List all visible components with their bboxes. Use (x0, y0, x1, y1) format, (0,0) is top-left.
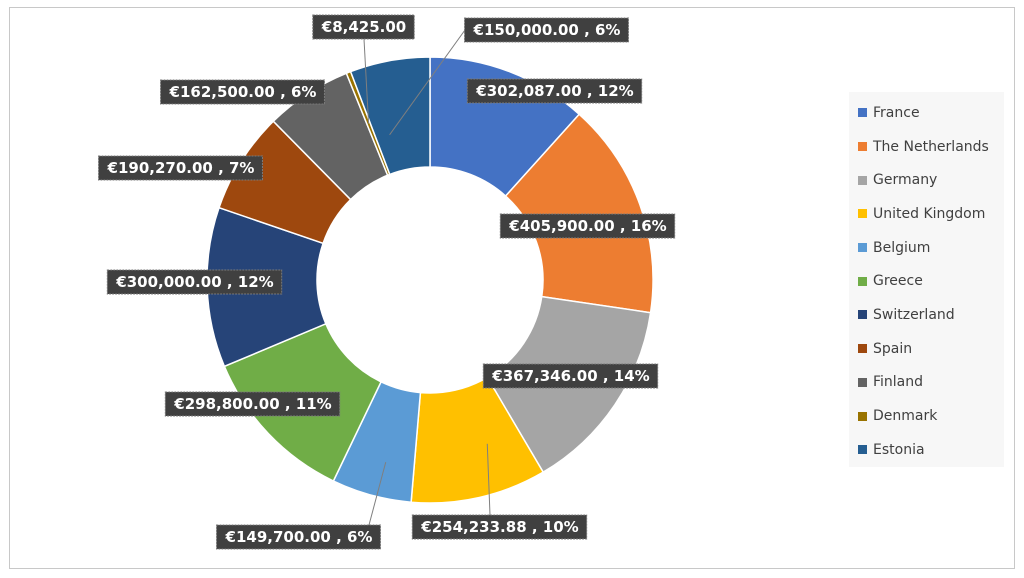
data-label-text: €405,900.00 , 16% (508, 217, 666, 235)
leader-line-belgium (368, 461, 387, 526)
data-label-text: €150,000.00 , 6% (473, 21, 621, 39)
data-label-germany: €367,346.00 , 14% (482, 363, 659, 389)
legend-item-estonia: Estonia (849, 433, 1004, 467)
leader-line-united-kingdom (486, 443, 491, 516)
legend-item-belgium: Belgium (849, 231, 1004, 265)
legend-label: France (873, 104, 920, 121)
legend-item-spain: Spain (849, 332, 1004, 366)
data-label-text: €300,000.00 , 12% (115, 273, 273, 291)
legend-item-switzerland: Switzerland (849, 298, 1004, 332)
data-label-text: €8,425.00 (321, 18, 406, 36)
data-label-text: €367,346.00 , 14% (491, 367, 649, 385)
legend-swatch (858, 175, 867, 185)
legend-item-finland: Finland (849, 366, 1004, 400)
legend-label: Spain (873, 340, 913, 357)
data-label-the-netherlands: €405,900.00 , 16% (499, 213, 676, 239)
legend-swatch (858, 310, 867, 320)
legend-item-france: France (849, 96, 1004, 130)
legend-swatch (858, 344, 867, 354)
data-label-text: €190,270.00 , 7% (107, 159, 255, 177)
data-label-text: €254,233.88 , 10% (420, 518, 578, 536)
legend-label: Denmark (873, 408, 938, 425)
data-label-united-kingdom: €254,233.88 , 10% (411, 514, 588, 540)
legend-swatch (858, 142, 867, 152)
slice-estonia (349, 56, 431, 176)
legend-label: Estonia (873, 441, 925, 458)
data-label-estonia: €150,000.00 , 6% (464, 17, 629, 43)
data-label-text: €149,700.00 , 6% (225, 528, 373, 546)
leader-line-denmark (363, 38, 370, 124)
data-label-text: €302,087.00 , 12% (475, 82, 633, 100)
data-label-denmark: €8,425.00 (312, 14, 415, 40)
legend-item-the-netherlands: The Netherlands (849, 130, 1004, 164)
legend-item-united-kingdom: United Kingdom (849, 197, 1004, 231)
data-label-greece: €298,800.00 , 11% (164, 391, 341, 417)
legend-label: Germany (873, 172, 938, 189)
data-label-text: €162,500.00 , 6% (169, 83, 317, 101)
legend-swatch (858, 411, 867, 421)
legend-swatch (858, 445, 867, 455)
legend-swatch (858, 108, 867, 118)
data-label-belgium: €149,700.00 , 6% (216, 524, 381, 550)
legend-swatch (858, 209, 867, 219)
data-label-switzerland: €300,000.00 , 12% (106, 269, 283, 295)
legend-swatch (858, 276, 867, 286)
data-label-text: €298,800.00 , 11% (173, 395, 331, 413)
legend-swatch (858, 377, 867, 387)
legend-item-greece: Greece (849, 264, 1004, 298)
data-label-finland: €162,500.00 , 6% (160, 79, 325, 105)
data-label-france: €302,087.00 , 12% (466, 78, 643, 104)
legend-label: Finland (873, 374, 924, 391)
legend-swatch (858, 243, 867, 253)
legend-label: The Netherlands (873, 138, 989, 155)
legend-item-denmark: Denmark (849, 399, 1004, 433)
legend-item-germany: Germany (849, 163, 1004, 197)
legend-label: Switzerland (873, 306, 955, 323)
legend: France The Netherlands Germany United Kingd… (849, 92, 1004, 467)
legend-label: United Kingdom (873, 205, 986, 222)
legend-label: Belgium (873, 239, 931, 256)
data-label-spain: €190,270.00 , 7% (98, 155, 263, 181)
legend-label: Greece (873, 273, 923, 290)
